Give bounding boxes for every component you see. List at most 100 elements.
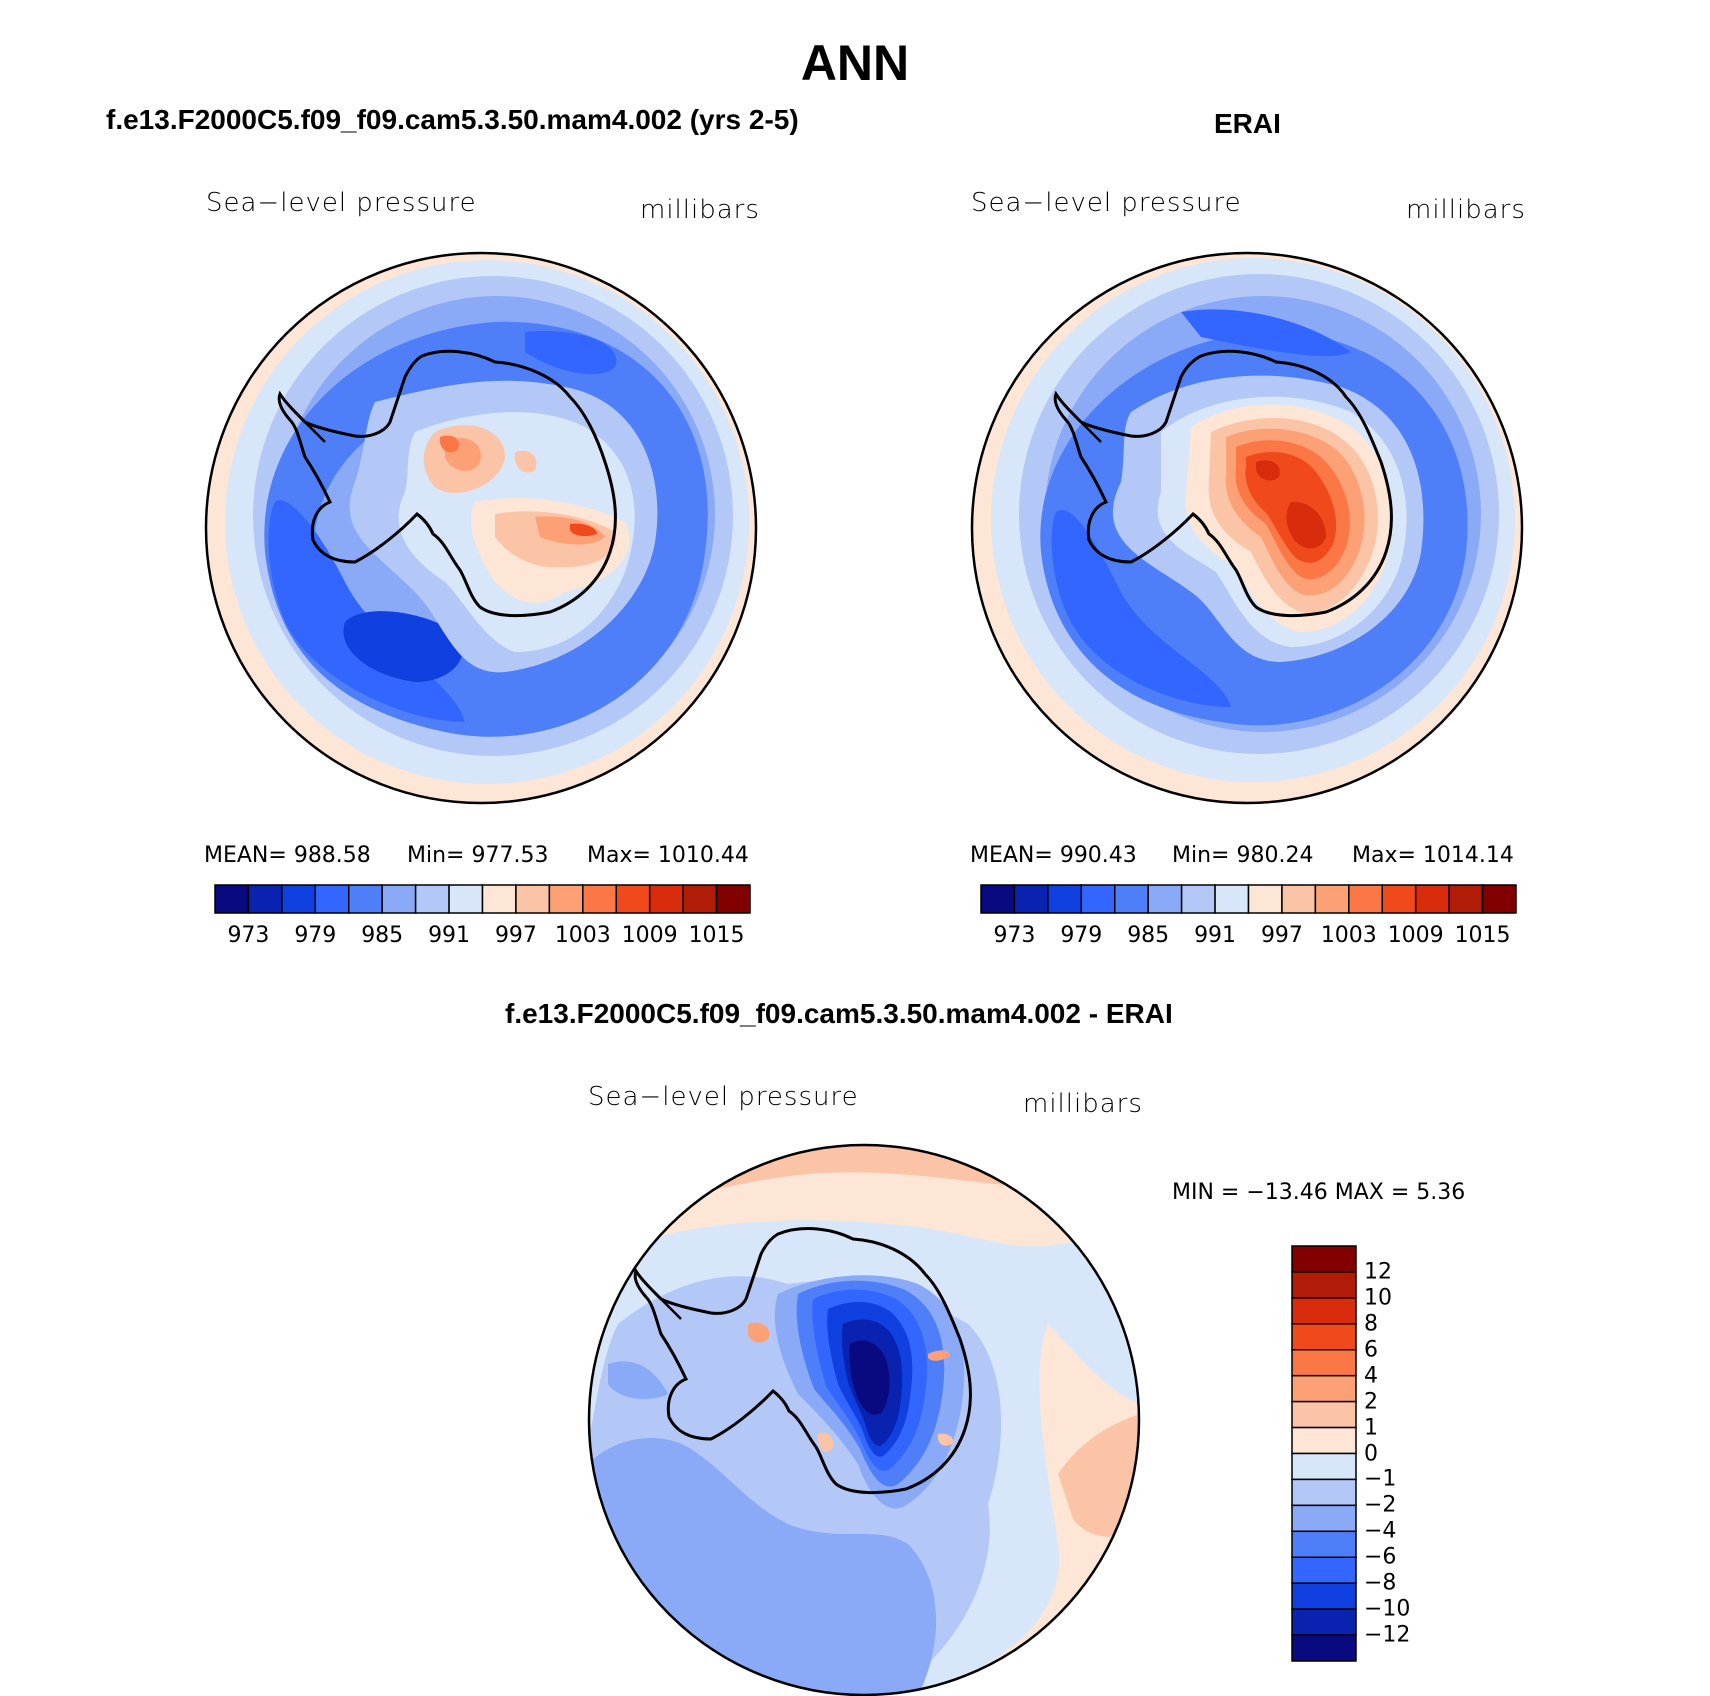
colorbar-tick-label: 1009 (621, 923, 678, 948)
colorbar-swatch (1291, 1374, 1357, 1403)
colorbar-tick-label: 8 (1364, 1311, 1378, 1337)
colorbar-swatch (648, 884, 684, 914)
colorbar-swatch (682, 884, 718, 914)
panel-3-colorbar (1291, 1245, 1357, 1662)
colorbar-tick-label: 0 (1364, 1441, 1378, 1466)
colorbar-swatch (1291, 1245, 1357, 1273)
colorbar-tick-label: 4 (1364, 1363, 1378, 1389)
colorbar-tick-label: 979 (294, 923, 337, 948)
colorbar-swatch (1291, 1478, 1357, 1507)
figure-title: ANN (800, 35, 910, 91)
colorbar-swatch (548, 884, 584, 914)
colorbar-tick-label: 6 (1364, 1337, 1378, 1363)
colorbar-tick-label: 985 (361, 923, 404, 948)
colorbar-tick-label: −8 (1364, 1570, 1397, 1596)
colorbar-tick-label: 985 (1127, 923, 1170, 948)
colorbar-swatch (1080, 884, 1116, 914)
colorbar-swatch (1414, 884, 1450, 914)
colorbar-swatch (1291, 1400, 1357, 1429)
colorbar-swatch (1291, 1426, 1357, 1455)
colorbar-swatch (314, 884, 350, 914)
colorbar-swatch (448, 884, 484, 914)
colorbar-swatch (1180, 884, 1216, 914)
colorbar-tick-label: 1003 (554, 923, 611, 948)
colorbar-swatch (214, 884, 250, 914)
colorbar-tick-label: −12 (1364, 1622, 1411, 1648)
panel-1-map (204, 251, 758, 805)
colorbar-swatch (1291, 1349, 1357, 1377)
panel-3-map (587, 1143, 1141, 1696)
colorbar-swatch (1291, 1608, 1357, 1636)
colorbar-swatch (1291, 1504, 1357, 1533)
panel-3-units-label: millibars (1023, 1089, 1143, 1119)
colorbar-swatch (1291, 1556, 1357, 1584)
colorbar-swatch (1291, 1297, 1357, 1325)
colorbar-swatch (348, 884, 383, 914)
colorbar-tick-label: 973 (227, 923, 270, 948)
panel-3-title: f.e13.F2000C5.f09_f09.cam5.3.50.mam4.002… (505, 998, 1173, 1029)
colorbar-tick-label: −6 (1364, 1544, 1397, 1570)
colorbar-swatch (414, 884, 450, 914)
panel-2-map (970, 251, 1524, 805)
colorbar-tick-label: 1015 (688, 923, 745, 948)
colorbar-swatch (1147, 884, 1183, 914)
colorbar-tick-label: 1 (1364, 1415, 1378, 1441)
colorbar-tick-label: 1015 (1454, 923, 1511, 948)
colorbar-tick-label: 997 (494, 923, 537, 948)
colorbar-tick-label: 10 (1364, 1285, 1392, 1311)
panel-1-max: Max= 1010.44 (587, 843, 749, 868)
colorbar-tick-label: 973 (993, 923, 1036, 948)
colorbar-swatch (1291, 1530, 1357, 1558)
colorbar-swatch (1448, 884, 1484, 914)
colorbar-swatch (481, 884, 517, 914)
panel-1-units-label: millibars (640, 195, 760, 225)
colorbar-swatch (615, 884, 651, 914)
colorbar-swatch (1214, 884, 1250, 914)
colorbar-tick-label: 1009 (1387, 923, 1444, 948)
panel-2-title: ERAI (1214, 108, 1281, 139)
colorbar-swatch (1481, 884, 1517, 914)
colorbar-swatch (247, 884, 283, 914)
panel-3-variable-label: Sea−level pressure (588, 1082, 859, 1112)
colorbar-swatch (1291, 1323, 1357, 1351)
panel-2-colorbar (980, 884, 1517, 914)
colorbar-tick-label: −4 (1364, 1518, 1397, 1544)
colorbar-tick-label: 979 (1060, 923, 1103, 948)
colorbar-tick-label: −10 (1364, 1596, 1411, 1622)
panel-2-units-label: millibars (1406, 195, 1526, 225)
colorbar-swatch (1281, 884, 1317, 914)
colorbar-swatch (1013, 884, 1049, 914)
colorbar-swatch (1291, 1634, 1357, 1662)
colorbar-swatch (381, 884, 417, 914)
panel-2-variable-label: Sea−level pressure (971, 188, 1242, 218)
colorbar-swatch (715, 884, 751, 914)
colorbar-swatch (515, 884, 551, 914)
panel-1-min: Min= 977.53 (407, 843, 549, 868)
colorbar-swatch (1291, 1452, 1357, 1481)
panel-1-variable-label: Sea−level pressure (206, 188, 477, 218)
colorbar-swatch (1114, 884, 1149, 914)
colorbar-tick-label: −2 (1364, 1492, 1397, 1518)
colorbar-swatch (1348, 884, 1383, 914)
colorbar-tick-label: 2 (1364, 1389, 1378, 1415)
colorbar-tick-label: −1 (1364, 1466, 1397, 1492)
colorbar-tick-label: 997 (1260, 923, 1303, 948)
panel-2-min: Min= 980.24 (1172, 843, 1314, 868)
colorbar-swatch (980, 884, 1016, 914)
panel-2-mean: MEAN= 990.43 (970, 843, 1137, 868)
panel-1-colorbar (214, 884, 751, 914)
colorbar-swatch (281, 884, 317, 914)
colorbar-swatch (1047, 884, 1083, 914)
colorbar-swatch (1291, 1582, 1357, 1610)
colorbar-swatch (1247, 884, 1283, 914)
colorbar-swatch (1314, 884, 1350, 914)
panel-1-mean: MEAN= 988.58 (204, 843, 371, 868)
panel-3-minmax: MIN = −13.46 MAX = 5.36 (1172, 1180, 1466, 1205)
colorbar-tick-label: 991 (1194, 923, 1237, 948)
colorbar-tick-label: 1003 (1320, 923, 1377, 948)
colorbar-tick-label: 12 (1364, 1259, 1392, 1285)
colorbar-swatch (1381, 884, 1417, 914)
colorbar-swatch (582, 884, 617, 914)
panel-1-title: f.e13.F2000C5.f09_f09.cam5.3.50.mam4.002… (106, 104, 799, 135)
panel-2-max: Max= 1014.14 (1352, 843, 1514, 868)
